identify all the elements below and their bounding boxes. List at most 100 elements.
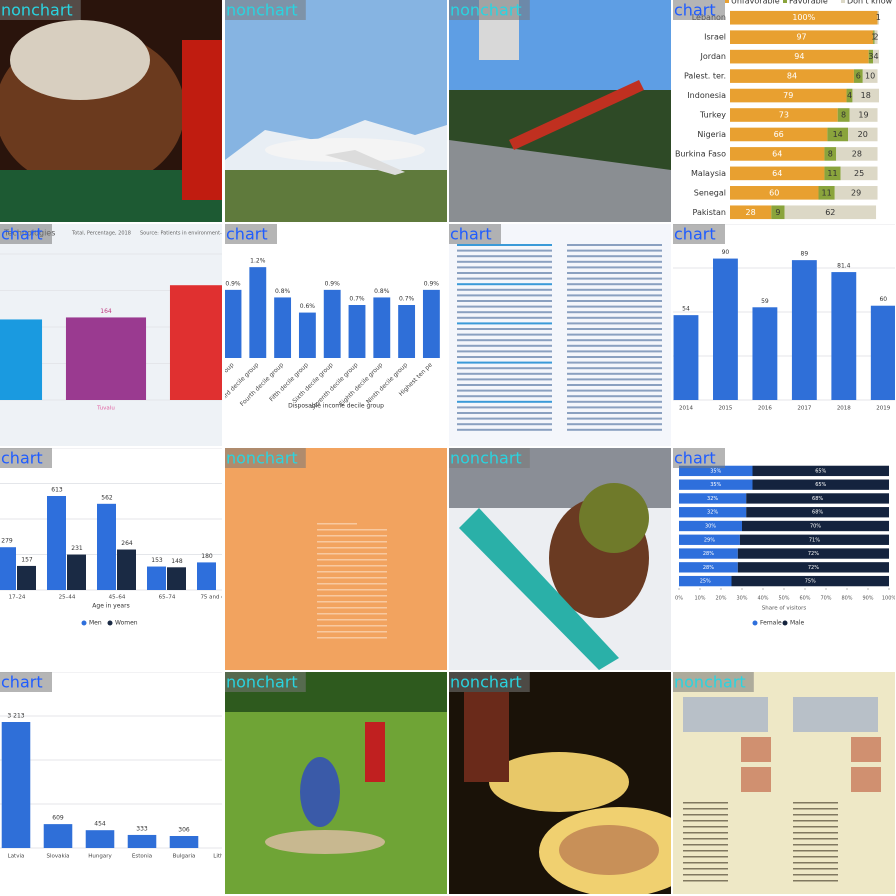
thumbnail: 3 213 Latvia 609 Slovakia 454 Hungary 333 Eston… [0,672,222,894]
text-line [567,378,662,381]
text-line [457,384,552,386]
text-line [317,565,387,567]
text-line [457,328,552,330]
legend-label: Men [89,620,102,627]
value-label: 64 [772,149,782,158]
badge-label: chart [674,225,716,244]
bar [673,315,699,400]
value-label: 89 [801,251,809,258]
thumbnail: 54 2014 90 2015 59 2016 89 2017 81.4 2018 60 2019 ch… [673,224,895,446]
thumbnail: 35% 65% 35% 65% 32% 68% 32% 68% 30% 70% 29% 71% 28% 7… [673,448,895,670]
text-line [457,350,552,353]
value-label: 3 [868,52,873,61]
text-line [457,400,552,403]
bar [870,305,895,400]
value-label: 11 [822,188,832,197]
text-line [317,607,387,609]
thumbnail: nonchart [0,0,222,222]
text-line [457,428,552,431]
text-line [683,838,728,840]
value-label: 0.9% [424,280,440,287]
portrait [851,767,881,792]
value-label: 62 [825,208,835,217]
badge-label: chart [1,449,43,468]
text-line [317,613,387,615]
badge-bg [673,0,725,20]
badge-label: chart [674,449,716,468]
text-line [793,844,838,846]
x-tick-label: 90% [862,596,873,602]
text-line [457,283,552,286]
x-tick-label: 2019 [876,406,890,412]
bar-segment [731,575,889,587]
thumbnail-image: 164TuvaluTechnologiesTotal, Percentage, … [0,224,222,446]
text-line [457,288,552,291]
legend-label: Women [115,620,138,627]
bar-segment [862,69,878,83]
text-line [567,300,662,302]
text-line [317,619,387,621]
bar-segment [730,30,874,44]
thumbnail-image: nonchart [449,0,671,222]
value-label: 35% [710,468,721,474]
value-label: 153 [151,557,163,564]
text-line [457,260,552,263]
legend-swatch [81,620,87,626]
x-tick-label: 30% [736,596,747,602]
bar-segment [679,465,753,477]
x-tick-label: 25–44 [59,595,76,601]
thumbnail-image: 0.9%Second decile group1.2%Third decile … [225,224,447,446]
text-line [567,283,662,286]
value-label: 0.7% [399,296,415,303]
text-line [683,820,728,822]
bar-segment [730,88,847,103]
photo-box [683,697,768,732]
text-line [317,637,387,639]
bar-segment [730,69,854,83]
text-line [457,344,552,347]
bar-segment [824,166,841,181]
bar [249,267,267,358]
bar-segment [739,534,889,545]
text-line [317,571,387,573]
value-label: 28 [746,208,756,217]
y-tick-label: Burkina Faso [675,149,726,158]
value-label: 4 [847,91,852,100]
bar [0,547,16,590]
y-tick-label: Malaysia [691,169,726,178]
chart-bg [0,672,222,894]
bar [0,319,43,400]
bar-segment [752,465,889,477]
thumbnail: nonchart [673,672,895,894]
text-line [567,260,662,263]
value-label: 18 [861,91,871,100]
value-label: 100% [792,13,815,22]
text-line [567,255,662,258]
value-label: 14 [833,130,843,139]
bar-segment [730,49,869,64]
legend-label: Female [760,620,782,627]
thumbnail-image: 54 2014 90 2015 59 2016 89 2017 81.4 2018 60 2019 ch… [673,224,895,446]
bar-segment [730,127,828,142]
value-label: 60 [879,296,887,303]
portrait [851,737,881,762]
text-line [317,583,387,585]
value-label: 306 [178,827,190,834]
text-line [567,417,662,420]
text-line [457,322,552,325]
value-label: 0.9% [325,280,341,287]
text-line [567,305,662,308]
text-line [683,802,728,804]
text-line [567,356,662,358]
value-label: 164 [100,308,112,315]
value-label: 25% [700,579,711,585]
bar [713,258,738,400]
thumbnail-image: 35% 65% 35% 65% 32% 68% 32% 68% 30% 70% 29% 71% 28% 7… [673,448,895,670]
x-tick-label: 60% [799,596,810,602]
thumbnail: Lebanon100%1Israel9712Jordan9434Palest. … [673,0,895,222]
x-tick-label: 0% [675,596,683,602]
bar-segment [730,205,772,220]
y-tick-label: Palest. ter. [684,72,726,81]
bar [752,307,778,400]
bar-segment [730,147,825,161]
